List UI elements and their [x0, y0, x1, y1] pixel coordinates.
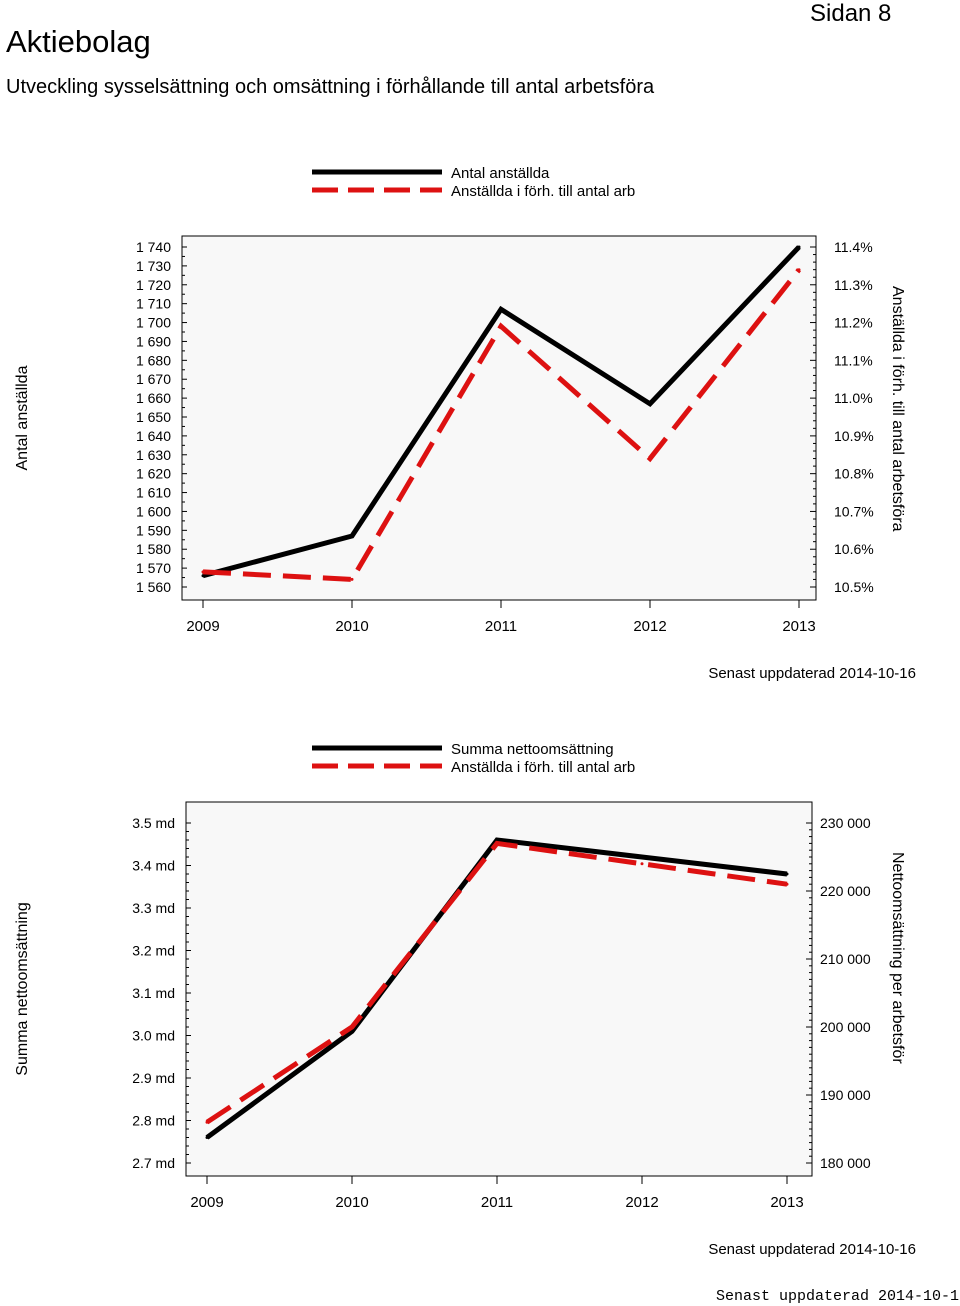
chart1-series-2-point-2012 [648, 457, 652, 461]
chart1-series-1-point-2013 [797, 245, 801, 249]
chart1-series-1-point-2012 [648, 402, 652, 406]
chart2-left-tick-label: 2.7 md [132, 1155, 175, 1171]
chart2-x-tick-label-2011: 2011 [481, 1194, 513, 1211]
chart1-left-tick-label: 1 600 [136, 503, 171, 519]
chart1-x-tick-label-2010: 2010 [335, 618, 368, 635]
chart2-legend-label-1: Summa nettoomsättning [451, 741, 614, 758]
chart2-right-tick-label: 200 000 [820, 1019, 871, 1035]
chart1-left-axis-title: Antal anställda [14, 365, 31, 470]
chart2-series-2-point-2010 [350, 1025, 354, 1029]
chart2-series-2-point-2011 [495, 841, 499, 845]
chart1-left-tick-label: 1 730 [136, 258, 171, 274]
chart1-legend-label-1: Antal anställda [451, 165, 550, 182]
chart2-left-axis-title: Summa nettoomsättning [14, 902, 31, 1075]
chart2-legend-label-2: Anställda i förh. till antal arb [451, 759, 635, 776]
chart1-left-tick-label: 1 710 [136, 296, 171, 312]
chart2-series-2-point-2013 [785, 882, 789, 886]
chart1-right-tick-label: 10.8% [834, 466, 874, 482]
chart1-right-tick-label: 11.3% [834, 277, 873, 293]
chart1-series-1-point-2011 [499, 307, 503, 311]
chart1-series-2-point-2013 [797, 268, 801, 272]
chart2-right-tick-label: 210 000 [820, 951, 871, 967]
chart1-left-tick-label: 1 590 [136, 522, 171, 538]
chart1-series-2-point-2011 [499, 324, 503, 328]
chart1-left-tick-label: 1 570 [136, 560, 171, 576]
chart2-series-1-point-2011 [495, 838, 499, 842]
chart2-left-tick-label: 2.8 md [132, 1113, 175, 1129]
chart2-x-tick-label-2009: 2009 [190, 1194, 223, 1211]
chart2-left-tick-label: 3.3 md [132, 900, 175, 916]
page-title: Aktiebolag [6, 24, 151, 59]
chart1-right-tick-label: 11.0% [834, 390, 873, 406]
chart2-x-tick-label-2013: 2013 [770, 1194, 803, 1211]
chart1-left-tick-label: 1 670 [136, 371, 171, 387]
chart1-series-2-point-2009 [201, 570, 205, 574]
chart1-right-tick-label: 11.4% [834, 239, 873, 255]
chart1-x-tick-label-2013: 2013 [782, 618, 815, 635]
chart1-left-tick-label: 1 650 [136, 409, 171, 425]
chart1-plot-area [181, 235, 817, 601]
chart1-updated-note: Senast uppdaterad 2014-10-16 [708, 665, 916, 682]
chart1-x-tick-label-2012: 2012 [633, 618, 666, 635]
chart2-x-tick-label-2010: 2010 [335, 1194, 368, 1211]
chart1-right-tick-label: 11.2% [834, 315, 873, 331]
chart1-left-tick-label: 1 740 [136, 239, 171, 255]
chart1-series-2-point-2010 [350, 577, 354, 581]
chart1-right-tick-label: 10.5% [834, 579, 874, 595]
chart1-left-tick-label: 1 620 [136, 466, 171, 482]
chart2-updated-note: Senast uppdaterad 2014-10-16 [708, 1241, 916, 1258]
chart2-series-1-point-2009 [205, 1136, 209, 1139]
chart1-x-tick-label-2011: 2011 [485, 618, 517, 635]
chart2-series-1-point-2012 [640, 855, 644, 859]
chart2-series-1-point-2013 [785, 872, 789, 876]
chart1-left-tick-label: 1 680 [136, 352, 171, 368]
chart2-right-tick-label: 220 000 [820, 883, 871, 899]
chart1-left-tick-label: 1 580 [136, 541, 171, 557]
chart1-left-tick-label: 1 700 [136, 315, 171, 331]
chart1-left-tick-label: 1 660 [136, 390, 171, 406]
chart2-right-tick-label: 230 000 [820, 815, 871, 831]
chart2-series-2-point-2012 [640, 862, 644, 866]
chart1-left-tick-label: 1 720 [136, 277, 171, 293]
chart1-right-tick-label: 10.9% [834, 428, 874, 444]
chart2-left-tick-label: 3.1 md [132, 985, 175, 1001]
chart1-left-tick-label: 1 640 [136, 428, 171, 444]
chart1-right-tick-label: 10.7% [834, 503, 874, 519]
chart1-series-1-point-2010 [350, 534, 354, 538]
chart2-series-1-point-2010 [350, 1029, 354, 1033]
chart1-right-tick-label: 11.1% [834, 352, 873, 368]
chart2-left-tick-label: 3.2 md [132, 943, 175, 959]
chart2-left-tick-label: 3.5 md [132, 815, 175, 831]
chart1-left-tick-label: 1 610 [136, 485, 171, 501]
page-number: Sidan 8 [810, 0, 892, 27]
chart2-left-tick-label: 2.9 md [132, 1070, 175, 1086]
chart1-right-tick-label: 10.6% [834, 541, 874, 557]
chart2-right-tick-label: 180 000 [820, 1155, 871, 1171]
footer-updated-text: Senast uppdaterad 2014-10-16 [716, 1288, 960, 1305]
chart2-series-2-point-2009 [205, 1120, 209, 1124]
chart1-left-tick-label: 1 560 [136, 579, 171, 595]
chart1-left-tick-label: 1 630 [136, 447, 171, 463]
chart1-right-axis-title: Anställda i förh. till antal arbetsföra [889, 286, 906, 532]
chart1-x-tick-label-2009: 2009 [186, 618, 219, 635]
chart2-right-tick-label: 190 000 [820, 1087, 871, 1103]
page-subtitle: Utveckling sysselsättning och omsättning… [6, 76, 655, 98]
chart2-plot-area [185, 801, 813, 1177]
chart2-left-tick-label: 3.0 md [132, 1028, 175, 1044]
chart2-x-tick-label-2012: 2012 [625, 1194, 658, 1211]
chart1-series-1-point-2009 [201, 574, 205, 578]
chart2-right-axis-title: Nettoomsättning per arbetsför [889, 852, 906, 1064]
chart1-left-tick-label: 1 690 [136, 333, 171, 349]
chart1-legend-label-2: Anställda i förh. till antal arb [451, 183, 635, 200]
chart2-left-tick-label: 3.4 md [132, 858, 175, 874]
